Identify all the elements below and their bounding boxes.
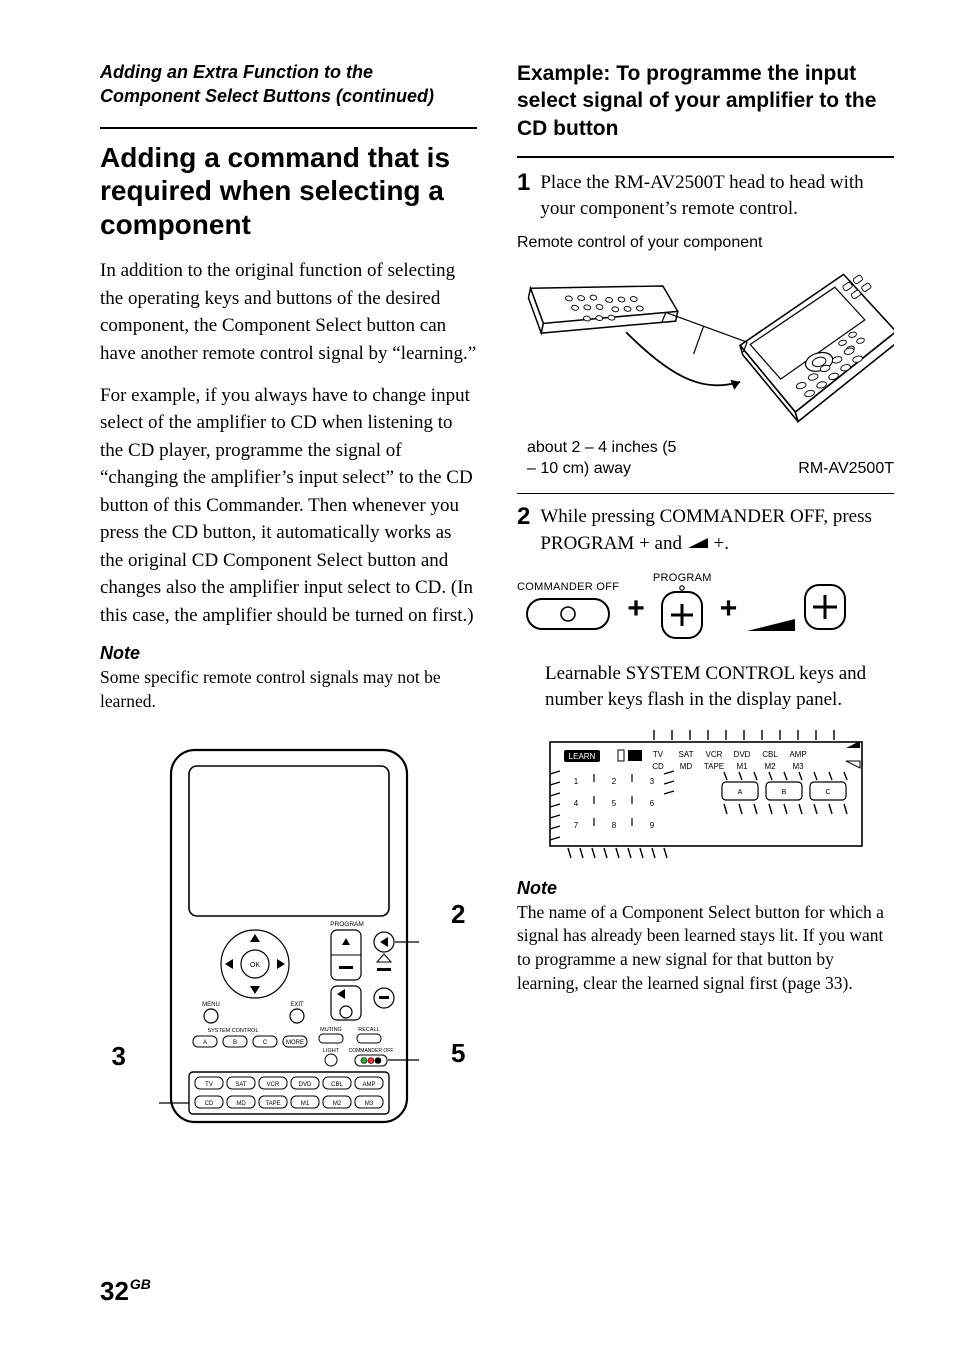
svg-text:M1: M1 <box>736 762 748 771</box>
example-title: Example: To programme the input select s… <box>517 60 894 142</box>
svg-text:VCR: VCR <box>705 750 722 759</box>
right-column: Example: To programme the input select s… <box>517 60 894 1126</box>
left-column: Adding an Extra Function to the Componen… <box>100 60 477 1126</box>
rule <box>517 493 894 494</box>
svg-text:MUTING: MUTING <box>320 1027 342 1033</box>
callout-2: 2 <box>451 899 477 930</box>
volume-plus-button-icon <box>801 581 849 633</box>
note-heading: Note <box>517 878 894 899</box>
svg-text:CD: CD <box>204 1101 213 1107</box>
remote-figure: 3 OK PROGRAM <box>100 732 477 1126</box>
plus-icon: + <box>720 592 738 626</box>
svg-text:AMP: AMP <box>362 1082 375 1088</box>
step2-desc: Learnable SYSTEM CONTROL keys and number… <box>545 661 894 714</box>
continued-heading: Adding an Extra Function to the Componen… <box>100 60 477 109</box>
svg-text:RECALL: RECALL <box>358 1027 379 1033</box>
headtohead-diagram <box>517 262 894 462</box>
step-text: While pressing COMMANDER OFF, press PROG… <box>540 504 894 557</box>
step-number: 1 <box>517 170 530 223</box>
svg-text:M1: M1 <box>300 1101 309 1107</box>
step-number: 2 <box>517 504 530 557</box>
svg-text:TV: TV <box>205 1082 213 1088</box>
svg-text:C: C <box>262 1040 267 1046</box>
svg-text:8: 8 <box>611 821 616 830</box>
svg-text:6: 6 <box>649 799 654 808</box>
svg-text:A: A <box>737 789 742 796</box>
svg-text:9: 9 <box>649 821 654 830</box>
caption-distance: about 2 – 4 inches (5 – 10 cm) away <box>527 438 677 480</box>
svg-text:B: B <box>232 1040 236 1046</box>
program-label: PROGRAM <box>653 572 712 584</box>
volume-wedge-icon <box>745 617 797 633</box>
caption-remote: Remote control of your component <box>517 233 894 254</box>
svg-text:B: B <box>781 789 786 796</box>
svg-text:SAT: SAT <box>235 1082 247 1088</box>
note-heading: Note <box>100 643 477 664</box>
svg-text:5: 5 <box>611 799 616 808</box>
volume-wedge-icon <box>687 537 709 549</box>
paragraph: For example, if you always have to chang… <box>100 382 477 630</box>
note-body: Some specific remote control signals may… <box>100 666 477 713</box>
svg-text:SYSTEM CONTROL: SYSTEM CONTROL <box>207 1028 258 1034</box>
svg-text:LIGHT: LIGHT <box>322 1048 339 1054</box>
svg-text:TAPE: TAPE <box>265 1101 280 1107</box>
svg-text:4: 4 <box>573 799 578 808</box>
svg-text:EXIT: EXIT <box>290 1002 304 1008</box>
svg-text:DVD: DVD <box>733 750 750 759</box>
svg-text:COMMANDER OFF: COMMANDER OFF <box>348 1048 393 1054</box>
svg-text:M3: M3 <box>792 762 804 771</box>
svg-text:7: 7 <box>573 821 578 830</box>
step-1: 1 Place the RM-AV2500T head to head with… <box>517 170 894 223</box>
note-body: The name of a Component Select button fo… <box>517 901 894 996</box>
svg-text:TAPE: TAPE <box>703 762 723 771</box>
svg-text:A: A <box>202 1040 206 1046</box>
program-plus-button-icon <box>658 584 706 642</box>
svg-text:SAT: SAT <box>678 750 693 759</box>
commander-off-label: COMMANDER OFF <box>517 581 619 593</box>
paragraph: In addition to the original function of … <box>100 257 477 367</box>
callout-3: 3 <box>112 1041 126 1071</box>
rule <box>517 156 894 158</box>
page-number: 32GB <box>100 1276 151 1307</box>
ok-label: OK <box>249 962 259 969</box>
svg-text:M2: M2 <box>764 762 776 771</box>
button-combo-row: COMMANDER OFF + PROGRAM + <box>517 572 894 647</box>
rule <box>100 127 477 129</box>
svg-text:VCR: VCR <box>266 1082 279 1088</box>
svg-text:M3: M3 <box>364 1101 373 1107</box>
svg-text:M2: M2 <box>332 1101 341 1107</box>
commander-off-button-icon <box>525 593 611 633</box>
program-label: PROGRAM <box>330 921 364 928</box>
step-2: 2 While pressing COMMANDER OFF, press PR… <box>517 504 894 557</box>
svg-text:DVD: DVD <box>298 1082 311 1088</box>
svg-text:2: 2 <box>611 777 616 786</box>
section-heading: Adding a command that is required when s… <box>100 141 477 242</box>
svg-text:MENU: MENU <box>202 1002 220 1008</box>
svg-text:1: 1 <box>573 777 578 786</box>
svg-text:C: C <box>825 789 830 796</box>
svg-text:MD: MD <box>236 1101 246 1107</box>
plus-icon: + <box>627 592 645 626</box>
svg-text:MORE: MORE <box>286 1040 304 1046</box>
display-panel-diagram: LEARN TV SAT VCR DVD CBL AMP CD MD TAPE M1 M2 M3 1… <box>546 724 866 864</box>
callout-5: 5 <box>451 1038 477 1069</box>
svg-text:MD: MD <box>679 762 692 771</box>
svg-text:CBL: CBL <box>331 1082 343 1088</box>
learn-label: LEARN <box>568 752 595 761</box>
svg-text:TV: TV <box>652 750 663 759</box>
svg-text:AMP: AMP <box>789 750 806 759</box>
remote-diagram: OK PROGRAM MENU <box>159 746 419 1126</box>
svg-text:CBL: CBL <box>762 750 778 759</box>
caption-model: RM-AV2500T <box>798 459 894 480</box>
step-text: Place the RM-AV2500T head to head with y… <box>540 170 894 223</box>
svg-text:3: 3 <box>649 777 654 786</box>
svg-text:CD: CD <box>652 762 664 771</box>
